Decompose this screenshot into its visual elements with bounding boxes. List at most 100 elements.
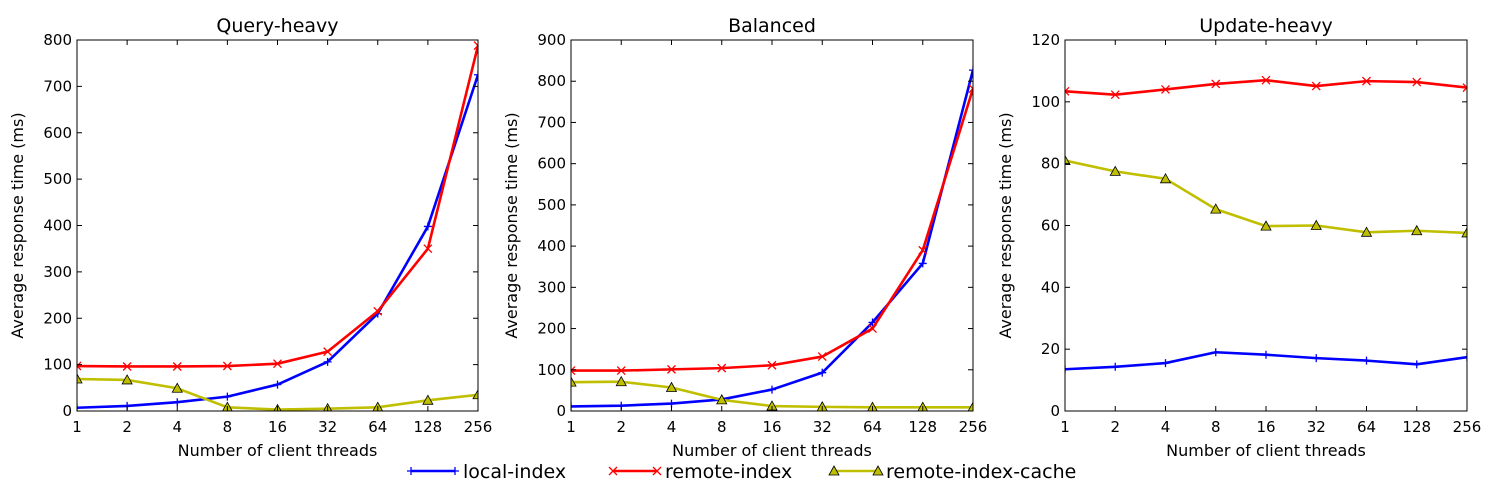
- y-tick-label: 500: [537, 196, 566, 214]
- series-line-remote-index: [1065, 78, 1467, 97]
- x-tick-label: 1: [1060, 418, 1070, 436]
- x-tick-label: 128: [1402, 418, 1431, 436]
- data-point-remote-index: [817, 352, 827, 362]
- x-tick-label: 128: [414, 418, 443, 436]
- data-point-remote-index: [1362, 76, 1371, 86]
- data-point-local-index: [1211, 348, 1220, 357]
- y-axis-label: Average response time (ms): [996, 112, 1015, 338]
- data-point-remote-index: [323, 347, 333, 357]
- x-tick-label: 64: [1357, 418, 1376, 436]
- legend-marker: [828, 465, 840, 476]
- data-point-remote-index-cache: [1411, 224, 1423, 236]
- y-axis-label: Average response time (ms): [502, 112, 521, 338]
- x-tick-label: 64: [863, 418, 882, 436]
- data-point-local-index: [273, 380, 282, 389]
- y-tick-label: 100: [1031, 93, 1060, 111]
- x-tick-label: 8: [223, 418, 233, 436]
- series-line-remote-index: [77, 45, 478, 368]
- data-point-local-index: [918, 259, 927, 268]
- data-point-local-index: [423, 222, 432, 231]
- x-tick-label: 4: [172, 418, 182, 436]
- data-point-local-index: [173, 398, 182, 407]
- data-point-remote-index-cache: [472, 388, 478, 400]
- data-point-remote-index: [222, 361, 232, 371]
- data-point-remote-index-cache: [77, 373, 83, 384]
- x-tick-label: 2: [122, 418, 132, 436]
- x-tick-label: 2: [1110, 418, 1120, 436]
- data-point-local-index: [1065, 365, 1069, 374]
- data-point-remote-index-cache: [121, 374, 133, 385]
- data-point-remote-index-cache: [171, 382, 183, 393]
- y-tick-label: 0: [1050, 402, 1060, 420]
- y-tick-label: 300: [43, 263, 72, 281]
- series-remote-index: [1065, 75, 1467, 100]
- series-line-remote-index: [571, 88, 973, 372]
- legend-marker: [872, 465, 884, 476]
- data-point-remote-index-cache: [1210, 203, 1222, 214]
- data-point-local-index: [323, 357, 332, 366]
- data-point-remote-index: [667, 364, 676, 374]
- x-tick-label: 16: [762, 418, 781, 436]
- legend-label: remote-index: [665, 461, 792, 483]
- series-line-local-index: [571, 69, 973, 408]
- series-remote-index: [571, 84, 973, 376]
- legend-item-remote-index: remote-index: [608, 461, 792, 483]
- y-tick-label: 40: [1041, 278, 1060, 296]
- data-point-local-index: [1412, 360, 1421, 369]
- y-tick-label: 600: [43, 124, 72, 142]
- x-tick-label: 1: [566, 418, 576, 436]
- data-point-remote-index: [122, 362, 132, 371]
- data-point-remote-index: [423, 244, 433, 254]
- x-tick-label: 128: [908, 418, 937, 436]
- data-point-remote-index-cache: [422, 394, 434, 405]
- data-point-local-index: [1463, 353, 1467, 362]
- y-tick-label: 700: [537, 113, 566, 131]
- y-tick-label: 100: [43, 356, 72, 374]
- plot-frame: [76, 39, 479, 412]
- data-point-local-index: [818, 368, 827, 377]
- data-point-remote-index-cache: [1109, 165, 1121, 176]
- x-tick-label: 256: [1453, 418, 1482, 436]
- data-point-remote-index: [1311, 81, 1321, 91]
- y-tick-label: 80: [1041, 155, 1060, 173]
- chart-title: Balanced: [728, 15, 816, 37]
- legend-marker: [608, 466, 618, 476]
- data-point-remote-index-cache: [1360, 226, 1373, 237]
- y-tick-label: 200: [537, 320, 566, 338]
- y-tick-label: 400: [537, 237, 566, 255]
- legend-item-remote-index-cache: remote-index-cache: [828, 461, 1076, 483]
- chart-panel-balanced: 1 2 4 8 16 32 64 128 256 0 100 200 300 400 500 600 700 80…: [502, 15, 987, 460]
- series-remote-index: [77, 41, 478, 371]
- x-tick-label: 16: [268, 418, 287, 436]
- data-point-remote-index-cache: [571, 376, 577, 387]
- data-point-local-index: [1312, 354, 1321, 363]
- data-point-remote-index-cache: [967, 401, 973, 411]
- legend-marker: [451, 467, 459, 475]
- legend-item-local-index: local-index: [407, 461, 566, 483]
- plot-frame: [570, 39, 974, 412]
- x-tick-label: 2: [616, 418, 626, 436]
- data-point-remote-index: [717, 363, 727, 373]
- y-tick-label: 400: [43, 217, 72, 235]
- x-tick-label: 8: [717, 418, 727, 436]
- data-point-remote-index: [968, 84, 973, 94]
- x-axis-label: Number of client threads: [672, 441, 872, 460]
- x-tick-label: 32: [318, 418, 337, 436]
- x-tick-label: 32: [813, 418, 832, 436]
- x-tick-label: 1: [72, 418, 82, 436]
- data-point-remote-index-cache: [615, 375, 627, 387]
- data-point-remote-index: [1462, 83, 1467, 93]
- y-tick-label: 120: [1031, 31, 1060, 49]
- x-axis-label: Number of client threads: [1166, 441, 1366, 460]
- data-point-local-index: [571, 402, 575, 411]
- y-axis-label: Average response time (ms): [8, 112, 27, 338]
- data-point-remote-index: [1412, 77, 1422, 87]
- y-tick-label: 600: [537, 155, 566, 173]
- data-point-remote-index-cache: [665, 381, 678, 392]
- legend-label: remote-index-cache: [886, 461, 1076, 483]
- legend: local-index remote-index remote-index-cach…: [407, 461, 1076, 483]
- legend-marker: [407, 467, 415, 475]
- chart-panel-query-heavy: 1 2 4 8 16 32 64 128 256 0 100 200 300 400 500 600 700 80…: [8, 15, 492, 460]
- data-point-remote-index-cache: [1065, 154, 1071, 165]
- y-tick-label: 800: [43, 31, 72, 49]
